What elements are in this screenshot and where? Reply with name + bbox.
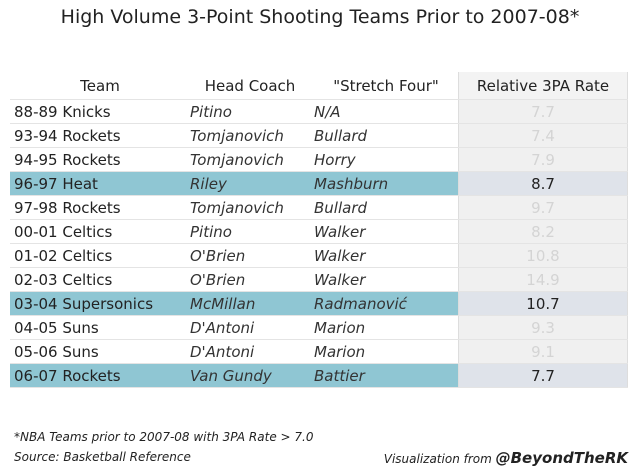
cell-stretch: Battier	[310, 364, 458, 387]
data-table: Team Head Coach "Stretch Four" Relative …	[10, 72, 628, 388]
credit: Visualization from @BeyondTheRK	[384, 449, 628, 467]
cell-coach: Riley	[186, 172, 310, 195]
cell-team: 93-94 Rockets	[14, 126, 121, 145]
cell-coach: Tomjanovich	[190, 126, 284, 145]
credit-handle: @BeyondTheRK	[495, 449, 628, 467]
cell-rate: 7.9	[458, 148, 628, 171]
table-header: Team Head Coach "Stretch Four" Relative …	[10, 72, 628, 100]
table-row: 96-97 Heat Riley Mashburn 8.7	[10, 172, 628, 196]
cell-team: 02-03 Celtics	[14, 270, 113, 289]
cell-team: 03-04 Supersonics	[10, 292, 186, 315]
cell-team: 97-98 Rockets	[14, 198, 121, 217]
cell-stretch: N/A	[314, 102, 341, 121]
table-row: 88-89 Knicks Pitino N/A 7.7	[10, 100, 628, 124]
cell-team: 05-06 Suns	[14, 342, 99, 361]
cell-rate: 8.2	[458, 220, 628, 243]
cell-team: 00-01 Celtics	[14, 222, 113, 241]
cell-coach: D'Antoni	[190, 318, 255, 337]
table-row: 04-05 Suns D'Antoni Marion 9.3	[10, 316, 628, 340]
cell-stretch: Bullard	[314, 126, 368, 145]
cell-rate: 7.4	[458, 124, 628, 147]
table-row: 05-06 Suns D'Antoni Marion 9.1	[10, 340, 628, 364]
cell-stretch: Walker	[314, 270, 366, 289]
cell-coach: Tomjanovich	[190, 150, 284, 169]
chart-title: High Volume 3-Point Shooting Teams Prior…	[60, 6, 580, 28]
table-row: 94-95 Rockets Tomjanovich Horry 7.9	[10, 148, 628, 172]
cell-rate: 8.7	[458, 172, 628, 195]
table-row: 01-02 Celtics O'Brien Walker 10.8	[10, 244, 628, 268]
cell-rate: 9.1	[458, 340, 628, 363]
cell-team: 06-07 Rockets	[10, 364, 186, 387]
cell-rate: 7.7	[458, 100, 628, 123]
credit-prefix: Visualization from	[383, 452, 496, 466]
header-coach: Head Coach	[204, 76, 296, 95]
cell-stretch: Marion	[314, 318, 366, 337]
table-row: 06-07 Rockets Van Gundy Battier 7.7	[10, 364, 628, 388]
cell-team: 88-89 Knicks	[14, 102, 111, 121]
cell-rate: 7.7	[458, 364, 628, 387]
header-stretch-four: "Stretch Four"	[333, 76, 439, 95]
cell-stretch: Radmanović	[310, 292, 458, 315]
source: Source: Basketball Reference	[14, 450, 191, 464]
cell-coach: D'Antoni	[190, 342, 255, 361]
table-row: 03-04 Supersonics McMillan Radmanović 10.7	[10, 292, 628, 316]
cell-coach: Van Gundy	[186, 364, 310, 387]
cell-coach: Pitino	[190, 102, 232, 121]
cell-rate: 14.9	[458, 268, 628, 291]
cell-team: 04-05 Suns	[14, 318, 99, 337]
cell-team: 94-95 Rockets	[14, 150, 121, 169]
cell-coach: Tomjanovich	[190, 198, 284, 217]
cell-coach: O'Brien	[190, 270, 246, 289]
cell-coach: O'Brien	[190, 246, 246, 265]
cell-stretch: Walker	[314, 222, 366, 241]
cell-coach: Pitino	[190, 222, 232, 241]
cell-rate: 10.7	[458, 292, 628, 315]
cell-stretch: Marion	[314, 342, 366, 361]
cell-stretch: Mashburn	[310, 172, 458, 195]
cell-rate: 10.8	[458, 244, 628, 267]
table-row: 02-03 Celtics O'Brien Walker 14.9	[10, 268, 628, 292]
cell-team: 96-97 Heat	[10, 172, 186, 195]
cell-stretch: Bullard	[314, 198, 368, 217]
table-row: 97-98 Rockets Tomjanovich Bullard 9.7	[10, 196, 628, 220]
footnote: *NBA Teams prior to 2007-08 with 3PA Rat…	[14, 430, 314, 444]
cell-team: 01-02 Celtics	[14, 246, 113, 265]
table-row: 93-94 Rockets Tomjanovich Bullard 7.4	[10, 124, 628, 148]
table-row: 00-01 Celtics Pitino Walker 8.2	[10, 220, 628, 244]
cell-coach: McMillan	[186, 292, 310, 315]
header-rate: Relative 3PA Rate	[458, 72, 628, 99]
cell-rate: 9.7	[458, 196, 628, 219]
header-team: Team	[80, 76, 120, 95]
cell-stretch: Walker	[314, 246, 366, 265]
cell-rate: 9.3	[458, 316, 628, 339]
cell-stretch: Horry	[314, 150, 356, 169]
